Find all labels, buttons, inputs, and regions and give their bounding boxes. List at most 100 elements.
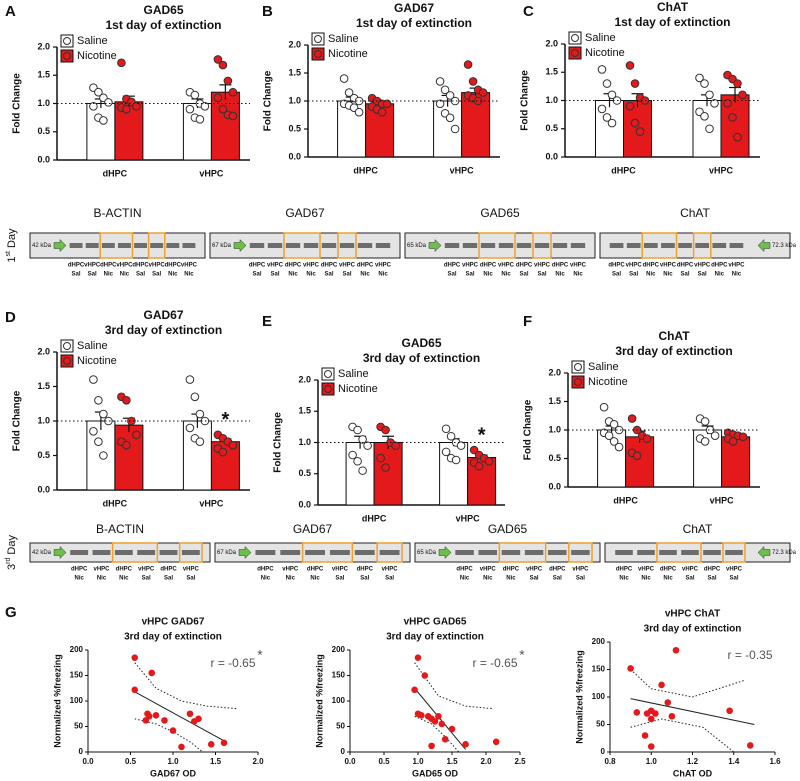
data-point [339,74,349,83]
lane-region: dHPC [257,567,274,573]
chart-title: 3rd day of extinction [105,323,222,337]
data-point [431,718,439,725]
lane-treatment: Nic [573,272,583,278]
blot-band [498,243,514,248]
kda-arrow [53,238,67,253]
blot-band [255,550,276,555]
lane-region: dHPC [68,263,85,269]
legend-marker [63,342,71,350]
lane-region: dHPC [165,263,182,269]
blot-band [92,550,111,555]
data-point [733,79,742,88]
y-tick-label: 1.0 [548,424,561,434]
data-point [664,699,672,706]
data-point [381,463,390,472]
lane-region: vHPC [682,567,699,573]
data-point [441,447,451,457]
lane-treatment: Nic [663,576,673,582]
data-point [94,396,103,405]
x-tick-label: 0.0 [82,757,94,766]
kda-label: 42 kDa [32,550,52,556]
blot-band [285,243,301,248]
blot-band [534,243,550,248]
data-point [647,715,655,723]
lane-treatment: Sal [342,272,351,278]
data-point [132,430,141,440]
data-point [705,90,714,100]
data-point [89,102,98,111]
x-tick-label: dHPC [611,165,636,175]
x-axis-label: GAD67 OD [150,768,197,778]
data-point [127,416,136,426]
data-point [89,427,98,436]
lane-region: vHPC [84,263,101,269]
y-tick-label: 0.5 [548,453,561,463]
y-tick-label: 2.0 [37,41,50,51]
data-point [376,453,385,463]
highlight-box [478,232,516,259]
lane-treatment: Sal [142,576,151,582]
blot-band [137,550,156,555]
panel-letter: B [262,3,273,20]
highlight-box [376,542,403,563]
x-tick-label: 1.0 [167,757,179,766]
kda-label: 67 kDa [212,243,232,249]
chart-title: ChAT [657,0,689,14]
chart-title: 1st day of extinction [105,18,221,32]
significance-mark: * [222,409,230,431]
y-axis-label: Fold Change [263,70,274,131]
highlight-box [283,232,321,259]
data-point [178,743,185,751]
data-point [445,113,455,123]
data-point [228,440,238,450]
data-point [382,99,392,109]
x-tick-label: dHPC [362,513,387,523]
data-point [632,451,642,460]
data-point [440,85,450,95]
kda-label: 72.3 kDa [772,243,797,249]
data-point [463,60,473,69]
blot-band [379,550,400,555]
x-tick-label: vHPC [710,495,735,505]
lane-treatment: Nic [378,272,388,278]
data-point [195,115,205,124]
data-point [190,392,200,402]
blot-band [703,550,721,555]
chart-title: vHPC GAD67 [142,617,205,628]
blot-band [70,550,89,555]
blot-band [725,550,743,555]
y-axis-label: Fold Change [12,73,23,134]
data-point [207,741,215,748]
lane-treatment: Nic [360,272,370,278]
lane-treatment: Sal [335,576,344,582]
legend-label: Nicotine [77,355,117,367]
x-axis-label: ChAT OD [673,768,713,778]
confidence-band [134,718,204,753]
row-label-part: st [5,251,12,257]
data-point [122,440,131,450]
x-tick-label: 0.5 [378,757,390,766]
lane-region: dHPC [321,263,338,269]
panel-letter: F [523,313,532,330]
blot-band [444,243,460,248]
data-point [348,450,357,460]
data-point [354,96,364,106]
data-point [456,441,466,450]
blot-band [329,550,350,555]
data-point [746,742,754,749]
lane-treatment: Nic [646,272,656,278]
lane-treatment: Sal [681,272,690,278]
lane-region: dHPC [307,567,324,573]
significance-mark: * [257,647,263,663]
lane-treatment: Nic [732,272,742,278]
data-point [218,447,228,457]
blot-band [661,243,675,248]
data-point [358,466,367,475]
data-point [186,710,194,718]
lane-region: vHPC [626,263,643,269]
lane-treatment: Nic [310,576,320,582]
y-tick-label: 1.5 [548,396,561,406]
y-tick-label: 2.0 [545,38,558,48]
data-point [597,65,607,74]
